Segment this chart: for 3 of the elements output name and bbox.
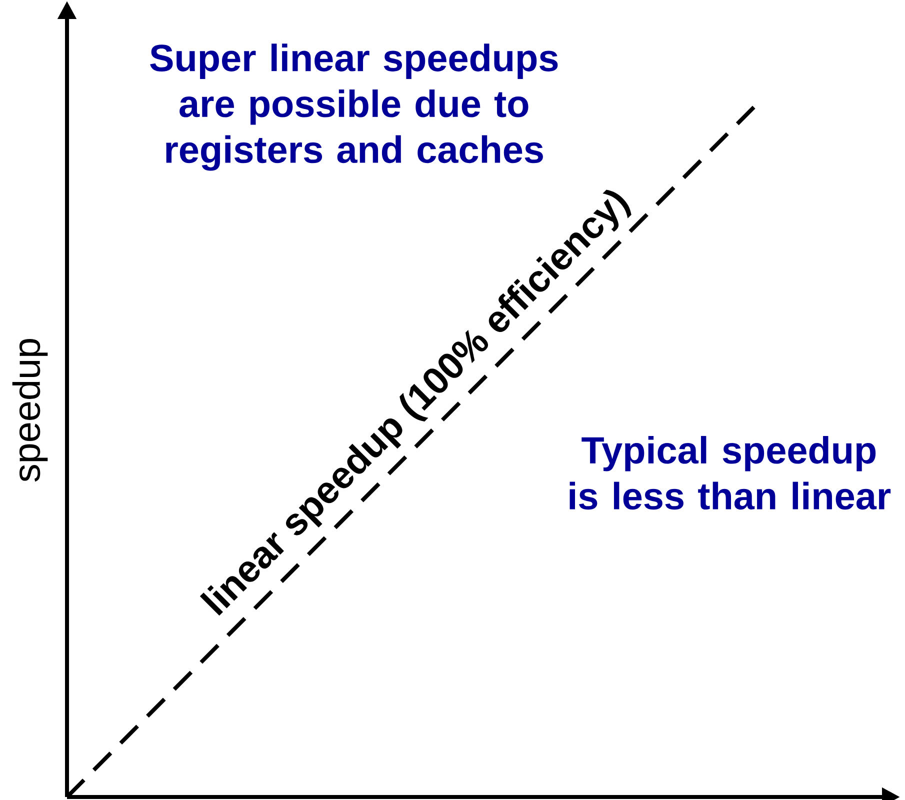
y-axis-title: speedup bbox=[12, 338, 48, 482]
annotation: Typical speedup is less than linear bbox=[570, 436, 891, 510]
annotation: Super linear speedups are possible due to registers and caches bbox=[150, 44, 558, 171]
